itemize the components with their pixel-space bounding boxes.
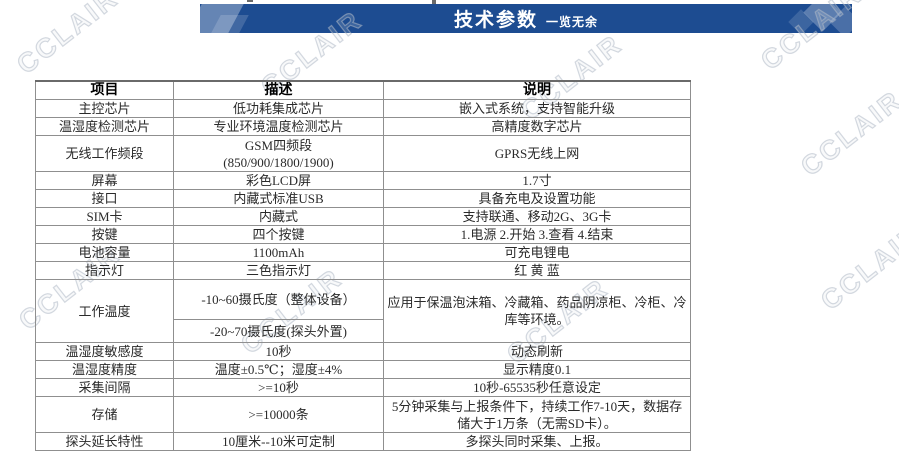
cell-desc: 内藏式标准USB xyxy=(173,189,384,208)
cell-item: 采集间隔 xyxy=(35,378,174,397)
table-row: SIM卡 内藏式 支持联通、移动2G、3G卡 xyxy=(35,207,691,226)
table-row: 主控芯片 低功耗集成芯片 嵌入式系统，支持智能升级 xyxy=(35,99,691,118)
cell-note: 可充电锂电 xyxy=(383,243,691,262)
cell-note: 支持联通、移动2G、3G卡 xyxy=(383,207,691,226)
cell-item: 温湿度敏感度 xyxy=(35,342,174,361)
cell-item: 指示灯 xyxy=(35,261,174,280)
table-header-row: 项目 描述 说明 xyxy=(35,80,691,100)
watermark: CCLAIR xyxy=(815,218,899,317)
cell-item: 工作温度 xyxy=(35,279,174,343)
cell-note: 显示精度0.1 xyxy=(383,360,691,379)
cell-item: SIM卡 xyxy=(35,207,174,226)
cell-note: 1.电源 2.开始 3.查看 4.结束 xyxy=(383,225,691,244)
cell-note: 嵌入式系统，支持智能升级 xyxy=(383,99,691,118)
col-header-note: 说明 xyxy=(383,80,691,100)
cell-item: 接口 xyxy=(35,189,174,208)
col-header-desc: 描述 xyxy=(173,80,384,100)
section-banner: 技术参数 一览无余 xyxy=(186,0,861,38)
cell-note: GPRS无线上网 xyxy=(383,135,691,172)
cell-desc: 低功耗集成芯片 xyxy=(173,99,384,118)
cell-note: 红 黄 蓝 xyxy=(383,261,691,280)
cell-desc: 三色指示灯 xyxy=(173,261,384,280)
banner-title: 技术参数 xyxy=(453,10,538,31)
cell-desc: GSM四频段 (850/900/1800/1900) xyxy=(173,135,384,172)
cell-item: 电池容量 xyxy=(35,243,174,262)
cell-desc: 10厘米--10米可定制 xyxy=(173,432,384,451)
table-row: 无线工作频段 GSM四频段 (850/900/1800/1900) GPRS无线… xyxy=(35,135,691,172)
banner-left-decoration xyxy=(186,4,244,33)
cell-item: 存储 xyxy=(35,396,174,433)
table-row: 温湿度检测芯片 专业环境温度检测芯片 高精度数字芯片 xyxy=(35,117,691,136)
cell-desc-lower: -20~70摄氏度(探头外置) xyxy=(173,319,384,343)
cell-item: 探头延长特性 xyxy=(35,432,174,451)
table-row: 采集间隔 >=10秒 10秒-65535秒任意设定 xyxy=(35,378,691,397)
cell-desc: 彩色LCD屏 xyxy=(173,171,384,190)
cell-desc: 四个按键 xyxy=(173,225,384,244)
cell-desc-upper: -10~60摄氏度（整体设备） xyxy=(173,279,384,320)
cell-note: 具备充电及设置功能 xyxy=(383,189,691,208)
table-row: 指示灯 三色指示灯 红 黄 蓝 xyxy=(35,261,691,280)
cell-desc: 10秒 xyxy=(173,342,384,361)
cell-item: 无线工作频段 xyxy=(35,135,174,172)
table-row: 温湿度敏感度 10秒 动态刷新 xyxy=(35,342,691,361)
banner-right-decoration xyxy=(803,0,842,32)
banner-left-decoration xyxy=(211,15,249,33)
table-row: 工作温度 -10~60摄氏度（整体设备） 应用于保温泡沫箱、冷藏箱、药品阴凉柜、… xyxy=(35,279,691,343)
cell-note: 高精度数字芯片 xyxy=(383,117,691,136)
cell-desc: >=10秒 xyxy=(173,378,384,397)
cell-desc: 温度±0.5℃；湿度±4% xyxy=(173,360,384,379)
cell-note: 应用于保温泡沫箱、冷藏箱、药品阴凉柜、冷柜、冷库等环境。 xyxy=(383,279,691,343)
table-row: 探头延长特性 10厘米--10米可定制 多探头同时采集、上报。 xyxy=(35,432,691,451)
spec-table: 项目 描述 说明 主控芯片 低功耗集成芯片 嵌入式系统，支持智能升级 温湿度检测… xyxy=(35,80,691,451)
table-row: -20~70摄氏度(探头外置) xyxy=(36,319,691,343)
table-row: 屏幕 彩色LCD屏 1.7寸 xyxy=(35,171,691,190)
cell-note: 1.7寸 xyxy=(383,171,691,190)
clipped-text-fragment xyxy=(247,0,253,2)
cell-desc: >=10000条 xyxy=(173,396,384,433)
watermark: CCLAIR xyxy=(11,0,125,80)
cell-note: 5分钟采集与上报条件下，持续工作7-10天，数据存储大于1万条（无需SD卡）。 xyxy=(383,396,691,433)
banner-right-decoration xyxy=(788,9,814,35)
clipped-text-fragment xyxy=(432,0,436,4)
banner-subtitle: 一览无余 xyxy=(546,14,599,29)
cell-item: 温湿度检测芯片 xyxy=(35,117,174,136)
cell-note: 动态刷新 xyxy=(383,342,691,361)
cell-desc-line2: (850/900/1800/1900) xyxy=(223,154,334,170)
cell-item: 屏幕 xyxy=(35,171,174,190)
cell-item: 温湿度精度 xyxy=(35,360,174,379)
cell-item: 主控芯片 xyxy=(35,99,174,118)
table-row: 存储 >=10000条 5分钟采集与上报条件下，持续工作7-10天，数据存储大于… xyxy=(35,396,691,433)
cell-desc: 专业环境温度检测芯片 xyxy=(173,117,384,136)
col-header-item: 项目 xyxy=(35,80,174,100)
cell-desc: 1100mAh xyxy=(173,243,384,262)
table-row: 接口 内藏式标准USB 具备充电及设置功能 xyxy=(35,189,691,208)
cell-item: 按键 xyxy=(35,225,174,244)
table-row: 按键 四个按键 1.电源 2.开始 3.查看 4.结束 xyxy=(35,225,691,244)
banner-right-decoration xyxy=(829,6,861,38)
cell-desc: 内藏式 xyxy=(173,207,384,226)
table-row: 电池容量 1100mAh 可充电锂电 xyxy=(35,243,691,262)
cell-note: 10秒-65535秒任意设定 xyxy=(383,378,691,397)
watermark: CCLAIR xyxy=(795,84,899,183)
cell-desc-line1: GSM四频段 xyxy=(244,137,313,153)
table-row: 温湿度精度 温度±0.5℃；湿度±4% 显示精度0.1 xyxy=(35,360,691,379)
cell-note: 多探头同时采集、上报。 xyxy=(383,432,691,451)
